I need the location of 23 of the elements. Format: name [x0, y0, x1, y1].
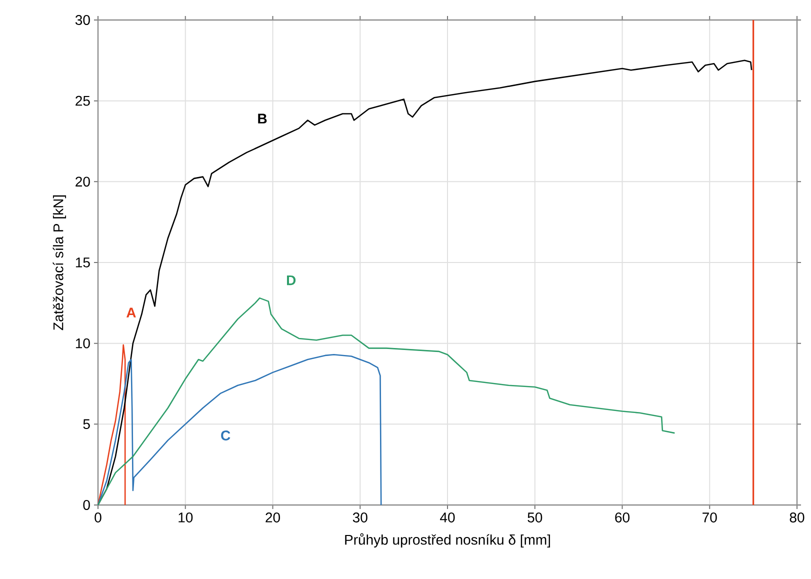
x-axis-title: Průhyb uprostřed nosníku δ [mm]: [345, 533, 550, 548]
series-label: A: [126, 308, 136, 318]
y-tick-label: 15: [76, 258, 90, 268]
x-tick-label: 20: [266, 512, 280, 522]
y-tick-label: 20: [76, 176, 90, 187]
y-tick-label: 30: [75, 15, 90, 25]
text: C: [221, 430, 230, 440]
x-tick-label: 70: [702, 512, 717, 522]
series-label: B: [258, 114, 267, 124]
x-tick-label: 0: [94, 512, 102, 522]
x-tick-label: 80: [790, 512, 804, 522]
line-series: [97, 344, 126, 506]
y-axis-title: Zatěžovací síla P [kN]: [52, 195, 66, 330]
x-tick-label: 60: [615, 512, 630, 522]
y-tick-label: 10: [76, 338, 90, 348]
x-tick-label: 10: [178, 512, 193, 522]
x-tick-label: 50: [528, 512, 542, 522]
series-label: D: [286, 275, 296, 286]
y-tick-label: 25: [76, 96, 90, 106]
y-tick-label: 5: [83, 419, 90, 430]
x-tick-label: 30: [352, 512, 368, 522]
y-tick-label: 0: [83, 500, 90, 510]
x-tick-label: 40: [440, 512, 455, 522]
